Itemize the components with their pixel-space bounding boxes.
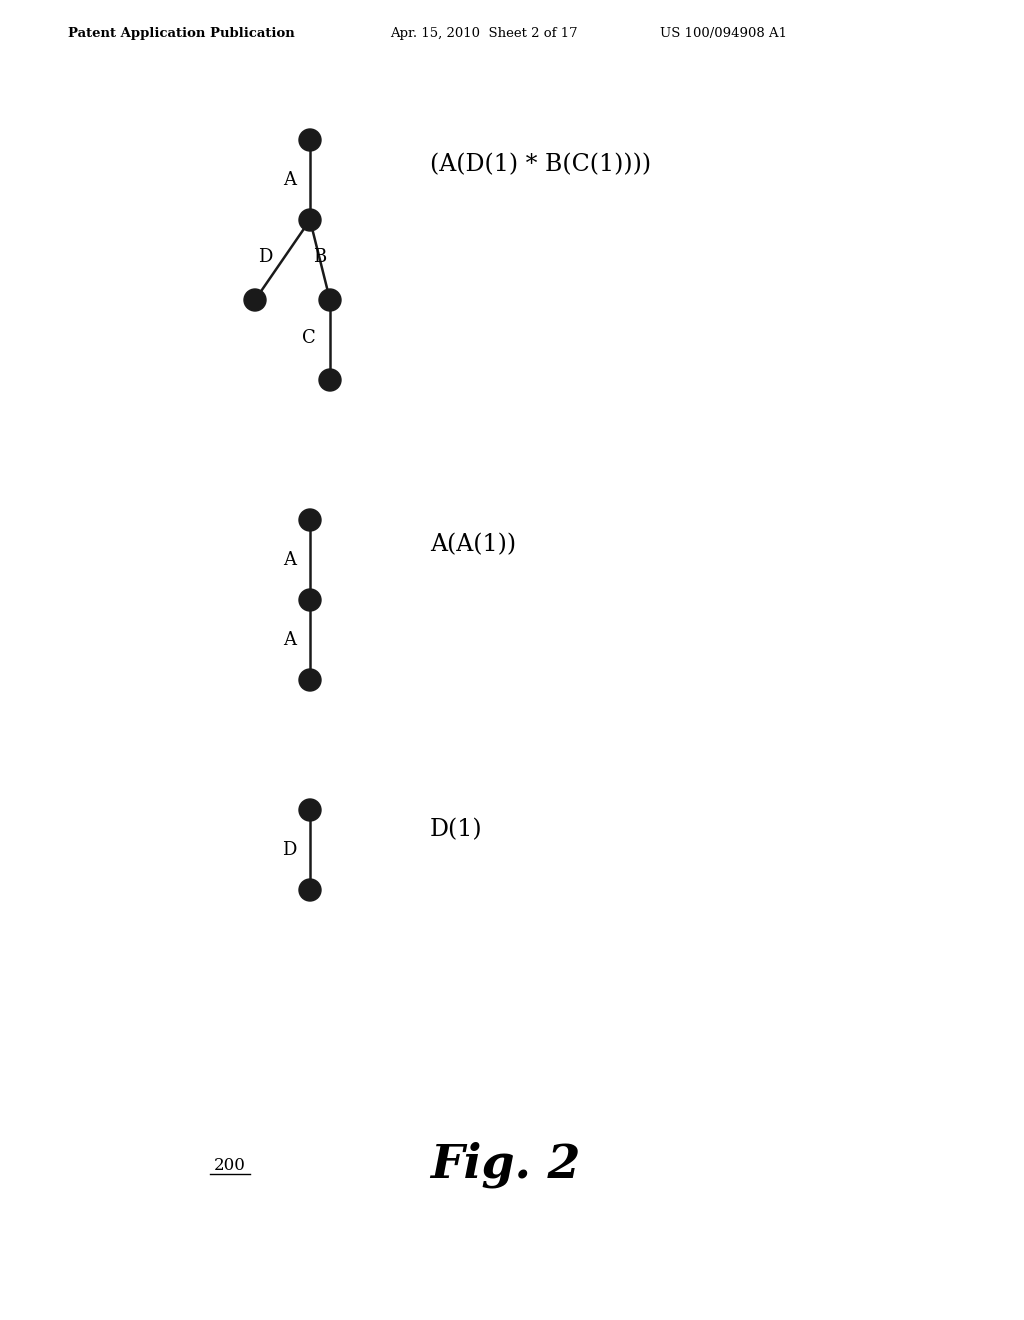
Text: US 100/094908 A1: US 100/094908 A1: [660, 26, 787, 40]
Circle shape: [319, 289, 341, 312]
Text: A: A: [283, 172, 296, 189]
Text: 200: 200: [214, 1156, 246, 1173]
Circle shape: [244, 289, 266, 312]
Circle shape: [299, 669, 321, 690]
Text: D: D: [282, 841, 296, 859]
Text: D(1): D(1): [430, 818, 482, 842]
Text: A: A: [283, 631, 296, 649]
Text: D: D: [258, 248, 272, 267]
Text: (A(D(1) * B(C(1)))): (A(D(1) * B(C(1)))): [430, 153, 651, 177]
Text: Patent Application Publication: Patent Application Publication: [68, 26, 295, 40]
Circle shape: [299, 799, 321, 821]
Circle shape: [299, 510, 321, 531]
Circle shape: [299, 589, 321, 611]
Circle shape: [299, 879, 321, 902]
Circle shape: [319, 370, 341, 391]
Text: A: A: [283, 550, 296, 569]
Text: C: C: [302, 329, 316, 347]
Circle shape: [299, 209, 321, 231]
Text: B: B: [312, 248, 326, 267]
Text: A(A(1)): A(A(1)): [430, 533, 516, 557]
Text: Fig. 2: Fig. 2: [430, 1142, 581, 1188]
Circle shape: [299, 129, 321, 150]
Text: Apr. 15, 2010  Sheet 2 of 17: Apr. 15, 2010 Sheet 2 of 17: [390, 26, 578, 40]
